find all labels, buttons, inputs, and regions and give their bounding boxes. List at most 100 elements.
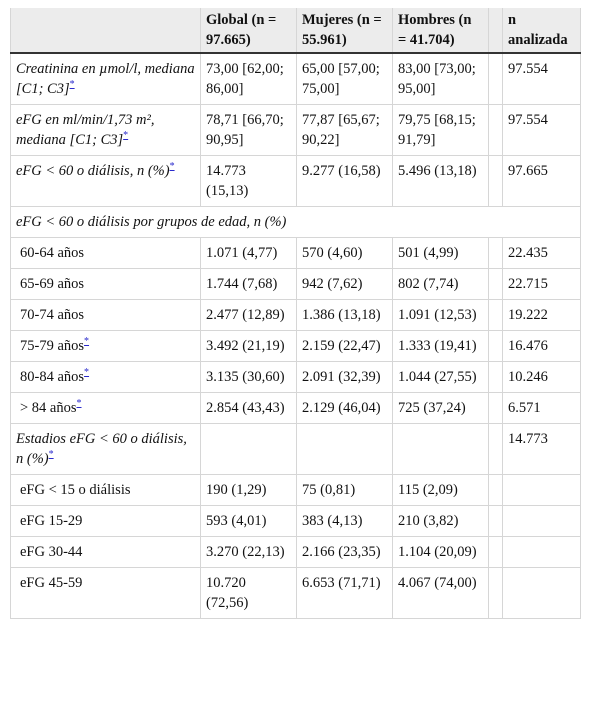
value-cell: 65,00 [57,00; 75,00] [296,52,393,105]
cell-value: 802 (7,74) [398,276,459,292]
value-cell: 79,75 [68,15; 91,79] [392,104,489,156]
value-cell: 10.720 (72,56) [200,567,297,619]
cell-value: 9.277 (16,58) [302,163,381,179]
data-table: Global (n = 97.665) Mujeres (n = 55.961)… [10,8,581,619]
row-label-cell: eFG < 60 o diálisis por grupos de edad, … [10,206,581,238]
footnote-link[interactable]: * [123,130,129,142]
cell-value: 3.492 (21,19) [206,338,285,354]
cell-value: 5.496 (13,18) [398,163,477,179]
value-cell: 14.773 [502,423,581,475]
header-cell [10,8,201,54]
cell-value: 97.554 [508,61,548,77]
value-cell: 570 (4,60) [296,237,393,269]
row-label-cell: > 84 años* [10,392,201,424]
spacer-cell [488,330,503,362]
value-cell: 4.067 (74,00) [392,567,489,619]
footnote-link[interactable]: * [48,449,54,461]
row-label: > 84 años [20,400,77,416]
value-cell: 190 (1,29) [200,474,297,506]
value-cell: 9.277 (16,58) [296,155,393,207]
cell-value: 6.571 [508,400,541,416]
value-cell: 97.665 [502,155,581,207]
value-cell [296,423,393,475]
row-label-cell: eFG < 15 o diálisis [10,474,201,506]
row-label-cell: 65-69 años [10,268,201,300]
footnote-link[interactable]: * [84,336,90,348]
value-cell: 1.386 (13,18) [296,299,393,331]
value-cell: 3.492 (21,19) [200,330,297,362]
table-row: eFG < 15 o diálisis 190 (1,29) 75 (0,81) 11… [10,474,581,506]
value-cell: 22.435 [502,237,581,269]
cell-value: 1.104 (20,09) [398,544,477,560]
header-text: Global (n = 97.665) [206,12,277,48]
spacer-cell [488,361,503,393]
value-cell [502,536,581,568]
cell-value: 2.159 (22,47) [302,338,381,354]
footnote-link[interactable]: * [84,367,90,379]
table-row: eFG 15-29 593 (4,01) 383 (4,13) 210 (3,82) [10,505,581,537]
row-label-cell: Estadios eFG < 60 o diálisis, n (%)* [10,423,201,475]
cell-value: 1.744 (7,68) [206,276,278,292]
row-label: eFG en ml/min/1,73 m², mediana [C1; C3] [16,112,155,148]
value-cell: 501 (4,99) [392,237,489,269]
value-cell [392,423,489,475]
cell-value: 1.044 (27,55) [398,369,477,385]
header-text: n analizada [508,12,568,48]
header-row: Global (n = 97.665) Mujeres (n = 55.961)… [10,8,581,54]
cell-value: 593 (4,01) [206,513,267,529]
cell-value: 6.653 (71,71) [302,575,381,591]
cell-value: 942 (7,62) [302,276,363,292]
header-cell: Mujeres (n = 55.961) [296,8,393,54]
table-row: 60-64 años 1.071 (4,77) 570 (4,60) 501 (4,9… [10,237,581,269]
row-label-cell: eFG en ml/min/1,73 m², mediana [C1; C3]* [10,104,201,156]
value-cell: 115 (2,09) [392,474,489,506]
value-cell: 593 (4,01) [200,505,297,537]
table-row: 75-79 años* 3.492 (21,19) 2.159 (22,47) 1.3… [10,330,581,362]
spacer-cell [488,268,503,300]
cell-value: 725 (37,24) [398,400,466,416]
row-label: 70-74 años [20,307,85,323]
footnote-link[interactable]: * [69,79,75,91]
table-row: eFG < 60 o diálisis por grupos de edad, … [10,206,581,238]
table-row: 80-84 años* 3.135 (30,60) 2.091 (32,39) 1.0… [10,361,581,393]
row-label-cell: Creatinina en µmol/l, mediana [C1; C3]* [10,52,201,105]
footnote-link[interactable]: * [169,161,175,173]
header-text: Hombres (n = 41.704) [398,12,472,48]
value-cell: 2.091 (32,39) [296,361,393,393]
value-cell: 97.554 [502,104,581,156]
table-row: > 84 años* 2.854 (43,43) 2.129 (46,04) 725 … [10,392,581,424]
cell-value: 2.477 (12,89) [206,307,285,323]
cell-value: 570 (4,60) [302,245,363,261]
value-cell: 2.166 (23,35) [296,536,393,568]
value-cell: 6.571 [502,392,581,424]
cell-value: 190 (1,29) [206,482,267,498]
row-label: eFG < 60 o diálisis por grupos de edad, … [16,214,287,230]
cell-value: 14.773 (15,13) [206,163,249,199]
value-cell: 6.653 (71,71) [296,567,393,619]
value-cell: 73,00 [62,00; 86,00] [200,52,297,105]
cell-value: 2.129 (46,04) [302,400,381,416]
value-cell: 802 (7,74) [392,268,489,300]
spacer-cell [488,505,503,537]
table-row: Creatinina en µmol/l, mediana [C1; C3]* 7… [10,52,581,105]
header-cell: Hombres (n = 41.704) [392,8,489,54]
cell-value: 22.435 [508,245,548,261]
footnote-link[interactable]: * [76,398,82,410]
value-cell: 83,00 [73,00; 95,00] [392,52,489,105]
cell-value: 1.091 (12,53) [398,307,477,323]
row-label-cell: 70-74 años [10,299,201,331]
cell-value: 10.246 [508,369,548,385]
cell-value: 65,00 [57,00; 75,00] [302,61,380,97]
row-label: eFG 30-44 [20,544,83,560]
header-cell [488,8,503,54]
value-cell: 5.496 (13,18) [392,155,489,207]
row-label: 60-64 años [20,245,85,261]
row-label-cell: 60-64 años [10,237,201,269]
table-row: eFG en ml/min/1,73 m², mediana [C1; C3]*… [10,104,581,156]
cell-value: 2.091 (32,39) [302,369,381,385]
value-cell [502,474,581,506]
cell-value: 73,00 [62,00; 86,00] [206,61,284,97]
row-label: Estadios eFG < 60 o diálisis, n (%) [16,431,187,467]
value-cell: 19.222 [502,299,581,331]
